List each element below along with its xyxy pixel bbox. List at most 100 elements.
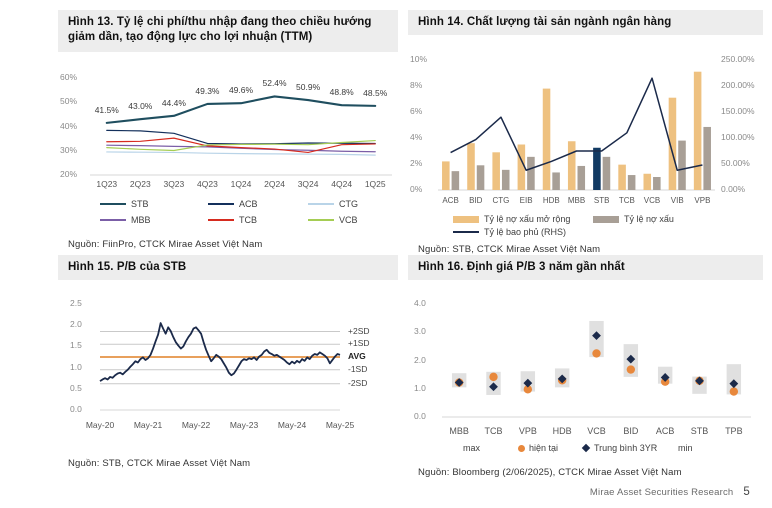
legend-label: Tỷ lệ nợ xấu mở rộng [484, 214, 571, 224]
figure-15-title: Hình 15. P/B của STB [58, 255, 398, 280]
legend-line-swatch [308, 203, 334, 205]
figure-14-plot [438, 71, 715, 191]
x-axis-tick: 2Q24 [264, 179, 285, 189]
x-axis-tick: 3Q24 [297, 179, 319, 189]
y-axis-tick-right: 200.00% [721, 80, 755, 90]
y-axis-tick-left: 6% [410, 106, 423, 116]
y-axis-tick-right: 250.00% [721, 54, 755, 64]
y-axis-tick: 60% [60, 72, 78, 82]
y-axis-tick-right: 0.00% [721, 184, 746, 194]
y-axis-tick: 1.0 [414, 382, 426, 393]
legend-item-2: Trung bình 3YR [581, 443, 658, 453]
figure-15-plot [99, 322, 341, 411]
figure-13-panel: Hình 13. Tỷ lệ chi phí/thu nhập đang the… [58, 10, 398, 250]
figure-14-chart: 0% 2% 4% 6% 8% 10% 0.00% 50.00% 100.00% 150.00% 20… [408, 52, 763, 212]
figure-13-title: Hình 13. Tỷ lệ chi phí/thu nhập đang the… [58, 10, 398, 52]
y-axis-tick-right: 150.00% [721, 106, 755, 116]
legend-line-swatch [100, 219, 126, 221]
legend-label: hiện tại [529, 443, 559, 453]
x-axis-tick: BID [469, 196, 483, 205]
y-axis-tick: 1.5 [70, 340, 82, 351]
data-label: 48.5% [363, 87, 388, 98]
y-axis-tick: 30% [60, 144, 78, 155]
y-axis-tick: 20% [60, 169, 78, 179]
band-label-+2sd: +2SD [348, 325, 370, 336]
figure-13-chart: 20% 30% 40% 50% 60% 1Q23 2Q23 3Q23 4Q23 1Q24 2Q24 3… [58, 52, 398, 197]
figure-16-legend: max hiện tại Trung bình 3YR min [408, 441, 763, 463]
legend-label: Tỷ lệ bao phủ (RHS) [484, 227, 567, 237]
figure-16-source: Nguồn: Bloomberg (2/06/2025), CTCK Mirae… [418, 467, 682, 478]
y-axis-tick: 0.0 [70, 404, 82, 414]
x-axis-tick: May-21 [133, 420, 163, 430]
band-label-+1sd: +1SD [348, 338, 370, 349]
legend-item-0: max [463, 443, 480, 453]
figure-15-source: Nguồn: STB, CTCK Mirae Asset Việt Nam [68, 458, 251, 469]
x-axis-tick: VCB [587, 426, 606, 436]
legend-item-acb: ACB [208, 199, 258, 209]
legend-item-2: Tỷ lệ nợ xấu [593, 214, 674, 224]
x-axis-tick: MBB [449, 426, 469, 436]
x-axis-tick: 4Q23 [197, 179, 218, 189]
x-axis-tick: MBB [567, 196, 586, 205]
y-axis-tick: 2.0 [70, 319, 82, 330]
legend-color-swatch [453, 215, 479, 223]
legend-label: STB [131, 199, 149, 209]
y-axis-tick-right: 50.00% [721, 158, 750, 168]
y-axis-tick: 40% [60, 120, 78, 131]
data-label: 52.4% [262, 78, 287, 89]
y-axis-tick-left: 2% [410, 158, 423, 168]
legend-line-swatch [208, 219, 234, 221]
legend-item-3: Tỷ lệ bao phủ (RHS) [453, 227, 566, 237]
x-axis-tick: 2Q23 [129, 179, 151, 189]
x-axis-tick: STB [593, 196, 610, 205]
figure-13-plot [90, 95, 392, 176]
page-footer: Mirae Asset Securities Research 5 [590, 486, 750, 498]
legend-diamond-marker [581, 443, 591, 453]
data-label: 44.4% [161, 97, 186, 108]
y-axis-tick-left: 8% [410, 80, 423, 90]
data-label: 43.0% [128, 101, 153, 112]
page-number: 5 [743, 486, 750, 498]
y-axis-tick: 0.5 [70, 382, 82, 393]
data-label: 49.3% [195, 85, 220, 96]
legend-label: max [463, 443, 481, 453]
figure-14-source: Nguồn: STB, CTCK Mirae Asset Việt Nam [418, 244, 601, 255]
x-axis-tick: May-24 [277, 420, 307, 430]
y-axis-tick: 3.0 [414, 326, 426, 337]
figure-16-plot [442, 320, 751, 418]
legend-label: TCB [239, 215, 257, 225]
x-axis-tick: 1Q24 [230, 179, 252, 189]
legend-item-ctg: CTG [308, 199, 358, 209]
data-label: 41.5% [94, 104, 119, 115]
footer-text: Mirae Asset Securities Research [589, 487, 734, 498]
x-axis-tick: BID [623, 426, 639, 436]
legend-color-swatch [593, 215, 619, 223]
y-axis-tick: 1.0 [70, 361, 82, 372]
legend-item-tcb: TCB [208, 215, 257, 225]
x-axis-tick: EIB [519, 196, 533, 205]
y-axis-tick-right: 100.00% [721, 132, 755, 142]
x-axis-tick: VIB [670, 196, 684, 205]
band-label-avg: AVG [348, 351, 366, 361]
legend-line-swatch [208, 203, 234, 205]
legend-line-swatch [308, 219, 334, 221]
x-axis-tick: VPB [518, 426, 537, 436]
x-axis-tick: 4Q24 [331, 179, 353, 189]
legend-item-1: Tỷ lệ nợ xấu mở rộng [453, 214, 570, 224]
x-axis-tick: ACB [442, 196, 459, 205]
x-axis-tick: HDB [552, 426, 572, 436]
legend-line-swatch [100, 203, 126, 205]
data-label: 48.8% [329, 87, 354, 98]
x-axis-tick: VPB [694, 196, 711, 205]
legend-label: Trung bình 3YR [594, 443, 658, 453]
y-axis-tick-left: 10% [410, 54, 428, 64]
x-axis-tick: STB [690, 426, 709, 436]
x-axis-tick: TCB [484, 426, 503, 436]
x-axis-tick: 3Q23 [163, 179, 185, 189]
legend-line-swatch [453, 231, 479, 233]
y-axis-tick: 2.0 [414, 354, 426, 365]
x-axis-tick: VCB [643, 196, 661, 205]
x-axis-tick: May-25 [325, 420, 355, 430]
figure-14-legend: Tỷ lệ nợ xấu mở rộng Tỷ lệ nợ xấu Tỷ lệ ba… [408, 212, 763, 240]
